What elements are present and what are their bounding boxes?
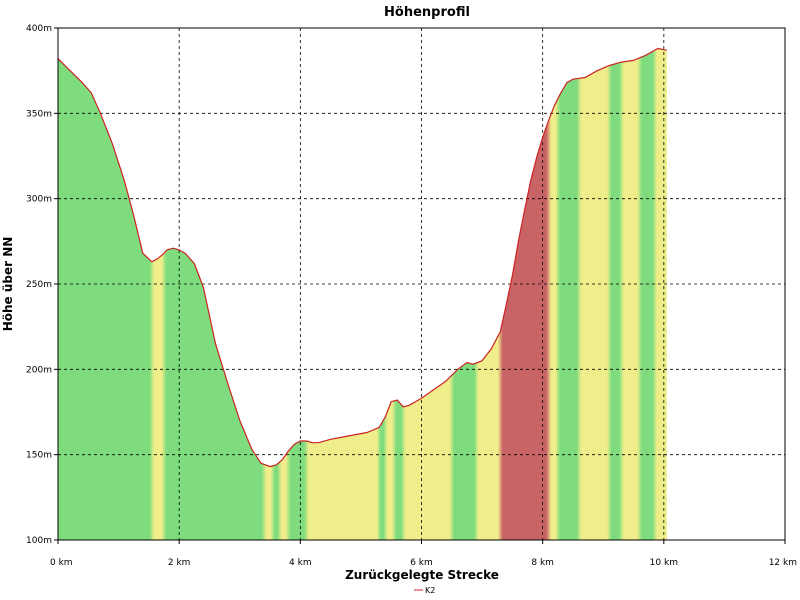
x-tick-label: 0 km	[50, 558, 73, 568]
legend: K2	[414, 586, 435, 595]
series-line	[57, 47, 668, 468]
y-tick-label: 300m	[26, 195, 52, 205]
y-tick-label: 400m	[26, 24, 52, 34]
legend-label-k2: K2	[425, 586, 435, 595]
x-tick-label: 6 km	[410, 558, 433, 568]
x-tick-label: 12 km	[769, 558, 797, 568]
series-line-k2	[57, 47, 668, 468]
x-axis-ticks: 0 km 2 km 4 km 6 km 8 km 10 km 12 km	[50, 540, 797, 568]
y-tick-label: 200m	[26, 365, 52, 375]
x-tick-label: 4 km	[289, 558, 312, 568]
elevation-area	[58, 48, 667, 540]
x-axis-label: Zurückgelegte Strecke	[345, 568, 499, 582]
y-tick-label: 100m	[26, 536, 52, 546]
x-tick-label: 2 km	[168, 558, 191, 568]
y-axis-label: Höhe über NN	[1, 237, 15, 332]
x-tick-label: 8 km	[531, 558, 554, 568]
y-axis-ticks: 100m 150m 200m 250m 300m 350m 400m	[26, 24, 58, 546]
chart-title: Höhenprofil	[384, 5, 470, 20]
y-tick-label: 150m	[26, 451, 52, 461]
y-tick-label: 250m	[26, 280, 52, 290]
x-tick-label: 10 km	[650, 558, 678, 568]
y-tick-label: 350m	[26, 109, 52, 119]
elevation-fill-area	[58, 48, 667, 540]
grid-lines	[58, 28, 785, 540]
